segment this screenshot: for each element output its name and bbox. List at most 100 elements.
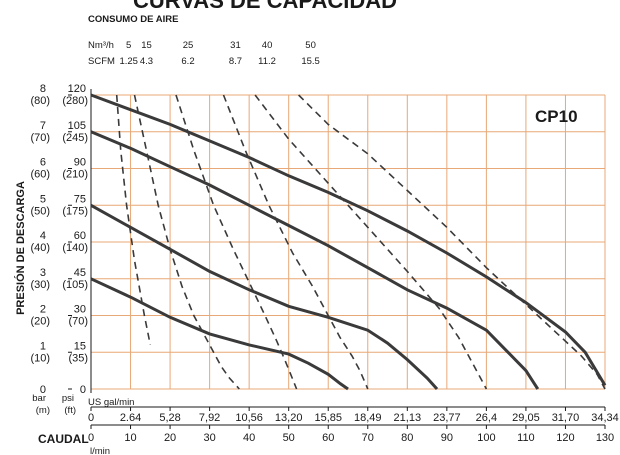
air-label-scfm: 11.2 — [258, 56, 276, 67]
x-tick-usgal: 0 — [88, 412, 94, 424]
air-unit-scfm: SCFM — [88, 56, 115, 67]
y-tick-psi: 75 — [74, 193, 86, 205]
x-tick-usgal: 13,20 — [275, 412, 303, 424]
air-consumption-curve — [222, 94, 369, 390]
air-consumption-curve — [298, 94, 606, 390]
x-tick-lmin: 60 — [322, 432, 334, 444]
air-label-scfm: 8.7 — [229, 56, 242, 67]
y-tick-feet: (35) — [68, 352, 88, 364]
x-tick-usgal: 7,92 — [199, 412, 220, 424]
y-axis-ticks: 0 01(10)15(35)2(20)30(70)3(30)45(105)4(40… — [30, 83, 88, 396]
air-label-nm3h: 15 — [141, 40, 152, 51]
air-label-scfm: 6.2 — [181, 56, 194, 67]
y-tick-bar: 2 — [40, 304, 46, 316]
x-axis-title: CAUDAL — [38, 432, 89, 446]
x-tick-lmin: 30 — [203, 432, 215, 444]
air-label-nm3h: 40 — [262, 40, 273, 51]
y-tick-feet: (70) — [68, 316, 88, 328]
y-tick-bar: 3 — [40, 267, 46, 279]
y-tick-bar: 1 — [40, 340, 46, 352]
y-tick-psi: 105 — [68, 120, 86, 132]
x-tick-usgal: 29,05 — [512, 412, 540, 424]
y-axis-title: PRESIÓN DE DESCARGA — [14, 181, 27, 315]
y-tick-psi: 45 — [74, 267, 86, 279]
chart-title: CURVAS DE CAPACIDAD — [133, 0, 397, 13]
pressure-curve — [90, 93, 607, 387]
x-tick-lmin: 100 — [477, 432, 495, 444]
y-tick-psi: 15 — [74, 340, 86, 352]
y-tick-psi: 120 — [68, 83, 86, 95]
x-axis-ticks: 0 0 2.64 10 5,28 20 7,92 30 10,56 40 13,20 50 15,85 6… — [88, 407, 619, 444]
air-consumption-label: CONSUMO DE AIRE — [88, 14, 178, 25]
psi-unit-feet: (ft) — [64, 405, 76, 416]
air-label-scfm: 15.5 — [301, 56, 320, 67]
y-tick-feet: (175) — [62, 205, 88, 217]
x-tick-lmin: 90 — [441, 432, 453, 444]
pressure-curve — [90, 130, 540, 390]
y-tick-bar: 5 — [40, 193, 46, 205]
x-tick-usgal: 2.64 — [120, 412, 141, 424]
y-tick-meters: (70) — [30, 132, 50, 144]
y-tick-meters: (80) — [30, 95, 50, 107]
y-tick-feet: (105) — [62, 279, 88, 291]
y-tick-meters: (60) — [30, 169, 50, 181]
air-consumption-curve — [133, 94, 240, 390]
air-label-nm3h: 31 — [230, 40, 241, 51]
grid — [90, 89, 606, 426]
y-tick-feet: (140) — [62, 242, 88, 254]
y-tick-bar: 8 — [40, 83, 46, 95]
x-tick-lmin: 10 — [124, 432, 136, 444]
x-tick-lmin: 0 — [88, 432, 94, 444]
x-tick-usgal: 21,13 — [394, 412, 422, 424]
air-label-scfm: 4.3 — [140, 56, 153, 67]
y-tick-psi: 60 — [74, 230, 86, 242]
pressure-curve — [90, 203, 439, 391]
x-tick-usgal: 23,77 — [433, 412, 461, 424]
psi-unit-label: psi — [62, 393, 74, 404]
usgal-unit-label: US gal/min — [88, 397, 134, 408]
x-tick-usgal: 5,28 — [159, 412, 180, 424]
x-tick-lmin: 40 — [243, 432, 255, 444]
x-tick-lmin: 50 — [283, 432, 295, 444]
x-tick-lmin: 80 — [401, 432, 413, 444]
y-tick-meters: (20) — [30, 316, 50, 328]
y-tick-feet: (280) — [62, 95, 88, 107]
y-tick-meters: (50) — [30, 205, 50, 217]
air-consumption-curve — [175, 94, 298, 390]
x-tick-lmin: 120 — [556, 432, 574, 444]
x-tick-lmin: 130 — [596, 432, 614, 444]
y-tick-bar: 0 — [40, 384, 46, 396]
pressure-curve — [90, 277, 349, 391]
air-label-nm3h: 50 — [305, 40, 316, 51]
y-tick-feet: (245) — [62, 132, 88, 144]
x-tick-usgal: 18,49 — [354, 412, 382, 424]
bar-unit-meters: (m) — [36, 405, 50, 416]
y-tick-bar: 7 — [40, 120, 46, 132]
y-tick-psi: 30 — [74, 304, 86, 316]
air-unit-nm3h: Nm³/h — [88, 40, 114, 51]
y-tick-psi: 0 — [80, 384, 86, 396]
x-tick-usgal: 15,85 — [314, 412, 342, 424]
x-tick-lmin: 20 — [164, 432, 176, 444]
air-label-nm3h: 5 — [126, 40, 131, 51]
y-tick-feet: (210) — [62, 169, 88, 181]
model-label: CP10 — [535, 107, 578, 126]
x-tick-lmin: 70 — [362, 432, 374, 444]
air-label-nm3h: 25 — [183, 40, 194, 51]
y-tick-meters: (10) — [30, 352, 50, 364]
bar-unit-label: bar — [32, 393, 46, 404]
x-tick-usgal: 31,70 — [552, 412, 580, 424]
y-tick-bar: 4 — [40, 230, 46, 242]
x-tick-usgal: 26,4 — [476, 412, 497, 424]
y-tick-meters: (40) — [30, 242, 50, 254]
x-tick-usgal: 34,34 — [591, 412, 619, 424]
air-consumption-curves — [115, 94, 606, 390]
air-label-scfm: 1.25 — [119, 56, 138, 67]
x-tick-usgal: 10,56 — [235, 412, 263, 424]
air-consumption-curve — [254, 94, 488, 390]
y-tick-bar: 6 — [40, 157, 46, 169]
y-tick-meters: (30) — [30, 279, 50, 291]
pressure-curves — [90, 93, 607, 391]
